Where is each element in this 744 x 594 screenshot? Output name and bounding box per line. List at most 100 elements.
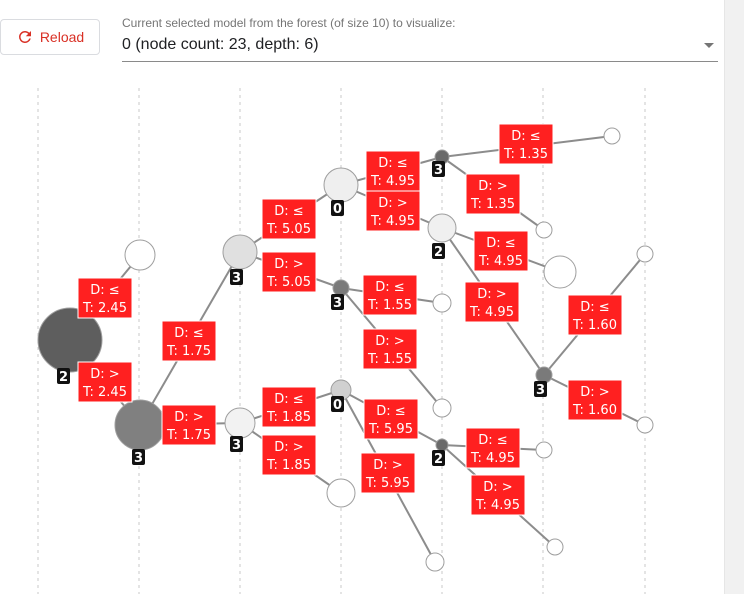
feature-badge-text: 0 xyxy=(333,202,342,217)
split-label-box xyxy=(261,198,317,240)
split-label: D: > T: 4.95 xyxy=(464,281,520,323)
feature-badge-box xyxy=(331,294,344,310)
split-label-threshold: T: 1.60 xyxy=(572,318,617,333)
feature-badge: 2 xyxy=(432,450,445,467)
split-label-direction: D: > xyxy=(478,179,507,194)
split-label-threshold: T: 1.60 xyxy=(572,403,617,418)
split-label-threshold: T: 1.35 xyxy=(470,197,515,212)
tree-node[interactable] xyxy=(535,366,553,384)
split-label-box xyxy=(465,427,521,469)
tree-node[interactable] xyxy=(543,255,577,289)
split-label: D: > T: 2.45 xyxy=(77,361,133,403)
tree-node[interactable] xyxy=(636,416,654,434)
split-label: D: > T: 1.85 xyxy=(261,434,317,476)
split-label: D: > T: 4.95 xyxy=(365,190,421,232)
feature-badge-box xyxy=(230,436,243,452)
tree-node[interactable] xyxy=(332,279,350,297)
model-select[interactable]: Current selected model from the forest (… xyxy=(122,16,718,62)
split-label-box xyxy=(465,173,521,215)
tree-node[interactable] xyxy=(427,213,457,243)
dropdown-arrow-icon[interactable] xyxy=(704,42,714,48)
split-label-direction: D: ≤ xyxy=(486,236,515,251)
split-label-threshold: T: 4.95 xyxy=(370,174,415,189)
tree-node[interactable] xyxy=(432,398,452,418)
feature-badge: 3 xyxy=(230,269,243,286)
model-select-value: 0 (node count: 23, depth: 6) xyxy=(122,36,319,53)
split-label: D: > T: 5.05 xyxy=(261,251,317,293)
tree-node[interactable] xyxy=(535,441,553,459)
split-label-box xyxy=(365,150,421,192)
decision-tree-diagram: D: ≤ T: 2.45 D: > T: 2.45 D: ≤ T: 1.75 D: > T: … xyxy=(37,88,654,594)
split-label-box xyxy=(360,452,416,494)
split-label-direction: D: ≤ xyxy=(511,129,540,144)
split-label: D: > T: 1.55 xyxy=(362,328,418,370)
split-label-direction: D: > xyxy=(174,410,203,425)
split-label-direction: D: > xyxy=(378,196,407,211)
feature-badge: 0 xyxy=(331,396,344,413)
node-badges: 2 3 3 3 0 3 0 3 2 2 3 xyxy=(57,161,547,467)
feature-badge-box xyxy=(534,381,547,397)
feature-badge: 3 xyxy=(432,161,445,178)
tree-node[interactable] xyxy=(425,552,445,572)
tree-node[interactable] xyxy=(432,293,452,313)
feature-badge-text: 0 xyxy=(333,398,342,413)
split-label: D: ≤ T: 1.85 xyxy=(261,386,317,428)
tree-node[interactable] xyxy=(546,538,564,556)
reload-label: Reload xyxy=(39,29,85,45)
split-label-threshold: T: 1.85 xyxy=(266,458,311,473)
feature-badge: 3 xyxy=(331,294,344,311)
split-label-threshold: T: 1.35 xyxy=(503,147,548,162)
split-label-threshold: T: 4.95 xyxy=(475,498,520,513)
vertical-scrollbar[interactable] xyxy=(724,0,744,594)
tree-node[interactable] xyxy=(535,221,553,239)
feature-badge: 0 xyxy=(331,200,344,217)
split-label: D: > T: 1.35 xyxy=(465,173,521,215)
tree-node[interactable] xyxy=(224,407,256,439)
feature-badge-box xyxy=(432,161,445,177)
feature-badge-box xyxy=(132,449,145,465)
model-select-field[interactable]: 0 (node count: 23, depth: 6) xyxy=(122,36,718,62)
split-label: D: > T: 1.60 xyxy=(567,379,623,421)
split-label-threshold: T: 5.05 xyxy=(266,222,311,237)
tree-node[interactable] xyxy=(435,438,449,452)
split-label-box xyxy=(261,434,317,476)
feature-badge-box xyxy=(57,368,70,384)
tree-node[interactable] xyxy=(326,478,356,508)
split-label: D: ≤ T: 1.60 xyxy=(567,294,623,336)
reload-icon xyxy=(18,31,31,43)
feature-badge: 3 xyxy=(230,436,243,453)
split-label-direction: D: ≤ xyxy=(274,392,303,407)
feature-badge-box xyxy=(432,450,445,466)
split-label-box xyxy=(498,123,554,165)
feature-badge: 2 xyxy=(57,368,70,385)
split-label-direction: D: ≤ xyxy=(274,204,303,219)
tree-node[interactable] xyxy=(636,245,654,263)
split-label: D: ≤ T: 5.05 xyxy=(261,198,317,240)
split-label: D: ≤ T: 1.55 xyxy=(362,274,418,316)
split-label-box xyxy=(77,277,133,319)
split-label-direction: D: > xyxy=(274,257,303,272)
split-label-box xyxy=(464,281,520,323)
split-label-box xyxy=(261,386,317,428)
tree-node[interactable] xyxy=(603,127,621,145)
tree-node[interactable] xyxy=(114,399,166,451)
split-label-direction: D: ≤ xyxy=(174,326,203,341)
split-label-direction: D: ≤ xyxy=(378,156,407,171)
tree-node[interactable] xyxy=(222,234,258,270)
split-label-box xyxy=(362,274,418,316)
split-label-direction: D: > xyxy=(580,385,609,400)
split-label-direction: D: > xyxy=(90,367,119,382)
split-label-box xyxy=(567,379,623,421)
split-label: D: ≤ T: 5.95 xyxy=(363,398,419,440)
feature-badge: 3 xyxy=(132,449,145,466)
split-label-direction: D: ≤ xyxy=(478,433,507,448)
split-label: D: ≤ T: 1.35 xyxy=(498,123,554,165)
tree-node[interactable] xyxy=(323,167,359,203)
split-label-box xyxy=(261,251,317,293)
split-label-threshold: T: 4.95 xyxy=(370,214,415,229)
tree-node[interactable] xyxy=(124,239,156,271)
reload-button[interactable]: Reload xyxy=(0,19,100,55)
split-label-box xyxy=(567,294,623,336)
split-label-threshold: T: 2.45 xyxy=(82,301,127,316)
feature-badge-text: 3 xyxy=(536,383,545,398)
